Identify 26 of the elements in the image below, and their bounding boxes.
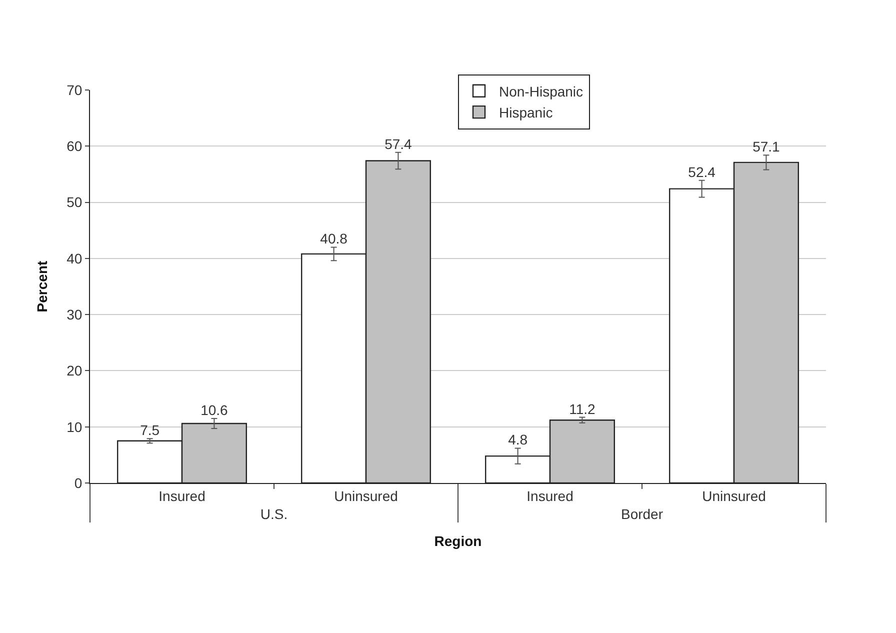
y-tick-label: 30 — [66, 306, 82, 322]
y-tick-label: 20 — [66, 362, 82, 379]
data-label: 40.8 — [320, 230, 348, 247]
y-tick-label: 50 — [66, 194, 82, 210]
y-tick-label: 70 — [66, 82, 82, 98]
data-label: 57.1 — [752, 138, 780, 155]
x-axis-title: Region — [434, 533, 482, 550]
text: Border — [620, 506, 664, 522]
data-label: 7.5 — [140, 422, 160, 438]
y-tick-label: 0 — [74, 474, 82, 491]
x-tick-label: Insured — [158, 488, 206, 504]
y-tick-label: 40 — [66, 250, 82, 266]
data-label: 52.4 — [688, 164, 716, 180]
y-axis-title: Percent — [34, 260, 50, 312]
data-label: 4.8 — [508, 432, 528, 448]
y-tick-label: 10 — [66, 418, 82, 435]
data-label: 57.4 — [384, 136, 412, 152]
text: U.S. — [260, 506, 288, 522]
data-label: 11.2 — [569, 400, 596, 417]
x-tick-label: Uninsured — [702, 488, 766, 504]
legend-label: Non-Hispanic — [499, 83, 584, 100]
legend-label: Hispanic — [499, 104, 553, 121]
y-tick-label: 60 — [66, 138, 82, 154]
x-tick-label: Uninsured — [334, 488, 398, 504]
x-tick-label: Insured — [526, 488, 574, 504]
data-label: 10.6 — [200, 402, 228, 418]
